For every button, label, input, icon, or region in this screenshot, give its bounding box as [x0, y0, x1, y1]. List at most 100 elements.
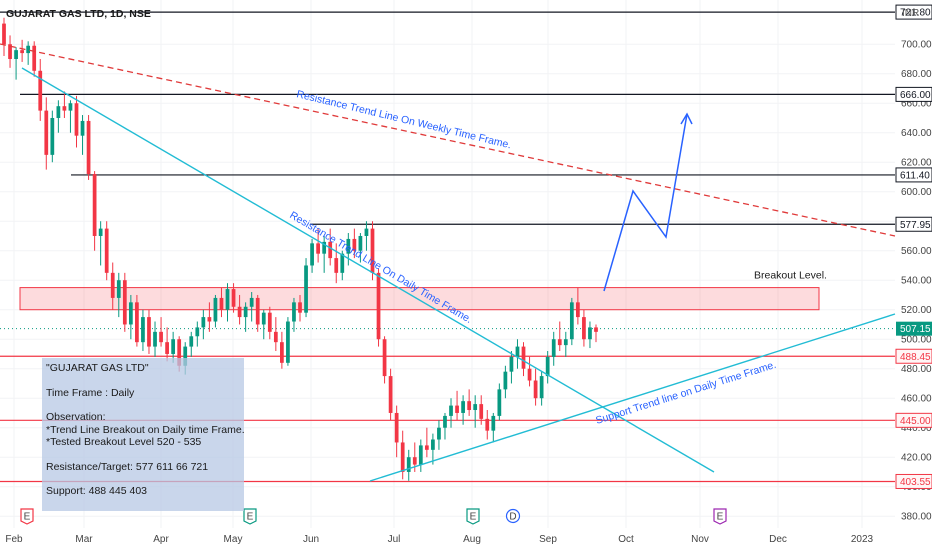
marker-shape — [243, 508, 257, 525]
price-tag-445-00: 445.00 — [895, 412, 932, 428]
dividend-marker[interactable]: D — [505, 508, 521, 524]
candle-body — [304, 265, 308, 313]
candle-body — [358, 235, 363, 251]
price-tag-box — [895, 473, 932, 489]
candle — [159, 317, 163, 347]
candle-body — [141, 317, 145, 343]
candle-body — [135, 302, 139, 343]
y-tick-label: 480.00 — [901, 364, 932, 375]
candle — [86, 115, 91, 180]
candle-body — [62, 106, 67, 111]
candle — [334, 243, 339, 284]
candle — [249, 292, 254, 322]
candle — [594, 324, 598, 343]
candle — [358, 233, 363, 263]
earnings-marker[interactable]: E — [713, 508, 727, 525]
candle-body — [225, 289, 230, 310]
candle — [539, 371, 544, 406]
candle-body — [26, 45, 31, 54]
marker-shape — [505, 508, 521, 524]
x-tick-label: Sep — [539, 534, 557, 545]
candle-body — [189, 336, 194, 347]
marker-letter: E — [470, 512, 477, 523]
daily-support-trendline[interactable] — [369, 313, 896, 482]
candle — [418, 439, 423, 472]
observation-note: "GUJARAT GAS LTD" Time Frame : Daily Obs… — [42, 358, 245, 511]
candle-body — [406, 457, 411, 472]
price-tag-box — [895, 216, 932, 232]
candle-body — [231, 289, 236, 307]
candle-body — [267, 312, 272, 332]
candle-body — [213, 297, 218, 322]
candle-body — [370, 228, 375, 273]
candle — [237, 294, 242, 325]
candle — [32, 41, 37, 77]
note-timeframe: Time Frame : Daily — [46, 386, 135, 399]
candle — [545, 351, 550, 384]
price-tag-text: 666.00 — [900, 90, 931, 101]
candle — [213, 294, 218, 328]
candle-body — [68, 103, 73, 111]
candle-body — [545, 356, 550, 377]
candle — [195, 321, 200, 347]
candle-body — [122, 280, 127, 325]
candle-body — [98, 228, 103, 236]
candle-body — [322, 241, 327, 254]
x-tick-label: Aug — [463, 534, 481, 545]
candle — [8, 35, 12, 68]
candle-body — [539, 376, 544, 399]
candle — [352, 228, 357, 259]
earnings-marker[interactable]: E — [243, 508, 257, 525]
y-tick-label: 660.00 — [901, 99, 932, 110]
candle — [20, 39, 24, 62]
y-tick-label: 700.00 — [901, 40, 932, 51]
symbol-title[interactable]: GUJARAT GAS LTD, 1D, NSE — [6, 8, 151, 20]
candle — [563, 331, 568, 357]
candle-body — [594, 327, 598, 332]
x-tick-label: Nov — [691, 534, 709, 545]
candle-body — [461, 401, 465, 413]
candle-body — [503, 371, 508, 390]
daily-resistance-trendline[interactable] — [21, 67, 715, 473]
candle — [92, 171, 97, 251]
candle — [576, 287, 580, 325]
candle — [424, 427, 429, 458]
candle — [104, 221, 109, 281]
candle — [68, 100, 73, 133]
candle — [406, 449, 411, 481]
weekly-resistance-trendline[interactable] — [0, 43, 896, 237]
candle-body — [44, 110, 49, 155]
note-title: "GUJARAT GAS LTD" — [46, 362, 149, 374]
breakout-zone-label: Breakout Level. — [754, 270, 827, 282]
candle-body — [346, 238, 351, 254]
candle-body — [431, 439, 435, 450]
candle-body — [467, 401, 472, 411]
candle-body — [352, 238, 357, 251]
projection-path[interactable] — [603, 113, 688, 292]
candle — [388, 368, 393, 421]
candle-body — [128, 302, 133, 325]
marker-shape — [20, 508, 34, 525]
candle-body — [273, 331, 278, 343]
earnings-marker[interactable]: E — [466, 508, 480, 525]
candle-body — [92, 174, 97, 236]
candle — [231, 283, 236, 313]
candle-body — [364, 228, 369, 236]
candle-body — [551, 339, 556, 357]
candle — [2, 17, 6, 57]
candle — [267, 306, 272, 340]
candle-body — [437, 427, 441, 440]
candle-body — [455, 405, 459, 413]
candle-body — [418, 445, 423, 465]
price-tag-box — [895, 4, 932, 20]
candle — [56, 100, 61, 133]
candle — [219, 287, 224, 318]
candle-body — [104, 228, 109, 273]
candle — [110, 262, 115, 310]
candle — [582, 309, 586, 347]
x-tick-label: Apr — [153, 534, 169, 545]
y-tick-label: 440.00 — [901, 423, 932, 434]
candle-body — [527, 368, 532, 381]
earnings-marker[interactable]: E — [20, 508, 34, 525]
